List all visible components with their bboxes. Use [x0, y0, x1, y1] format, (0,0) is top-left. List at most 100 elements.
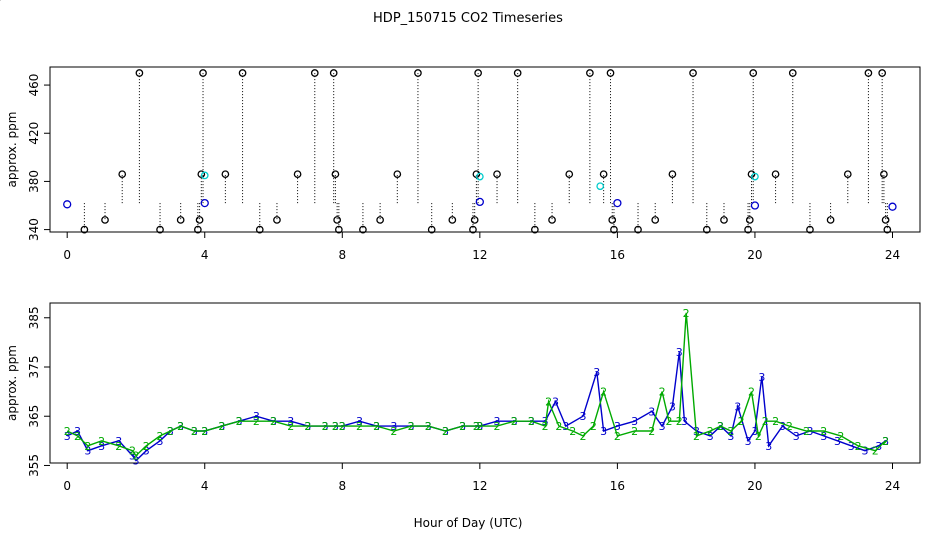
series-marker: 3: [98, 440, 105, 453]
data-point: [333, 216, 341, 224]
series-marker: 3: [734, 400, 741, 413]
data-point: [469, 225, 477, 234]
data-point: [376, 216, 384, 224]
series-marker: 2: [569, 425, 576, 438]
series-marker: 3: [580, 410, 587, 423]
series-marker: 3: [129, 450, 136, 463]
data-point: [634, 225, 642, 234]
series-marker: 3: [793, 430, 800, 443]
data-point: [771, 170, 780, 179]
series-marker: 3: [115, 435, 122, 448]
data-point: [843, 170, 852, 179]
y-tick-label: 385: [27, 306, 41, 329]
series-marker: 3: [779, 420, 786, 433]
series-marker: 2: [727, 425, 734, 438]
series-marker: 2: [270, 415, 277, 428]
data-point: [745, 216, 754, 224]
series-marker: 2: [542, 420, 549, 433]
series-marker: 3: [593, 366, 600, 379]
data-point: [63, 200, 72, 209]
series-marker: 2: [772, 415, 779, 428]
series-marker: 2: [236, 415, 243, 428]
series-marker: 2: [803, 425, 810, 438]
x-tick-label: 0: [63, 479, 71, 493]
series-marker: 2: [748, 386, 755, 399]
x-tick-label: 24: [885, 479, 900, 493]
x-tick-label: 16: [610, 479, 625, 493]
series-marker: 3: [552, 395, 559, 408]
series-marker: 2: [614, 430, 621, 443]
series-line: [66, 312, 887, 457]
x-tick-label: 12: [472, 479, 487, 493]
series-marker: 3: [751, 425, 758, 438]
series-marker: 2: [590, 420, 597, 433]
series-marker: 2: [631, 425, 638, 438]
series-marker: 2: [191, 425, 198, 438]
series-marker: 2: [143, 440, 150, 453]
series-marker: 2: [442, 425, 449, 438]
series-marker: 2: [390, 425, 397, 438]
data-point: [513, 69, 522, 77]
series-marker: 3: [74, 425, 81, 438]
series-marker: 3: [765, 440, 772, 453]
series-marker: 2: [373, 420, 380, 433]
data-point: [135, 69, 144, 77]
data-point: [474, 69, 482, 77]
data-point: [475, 172, 484, 181]
data-point: [689, 69, 697, 77]
data-point: [200, 198, 209, 208]
data-point: [565, 170, 574, 179]
data-point: [118, 170, 127, 179]
series-marker: 3: [600, 425, 607, 438]
data-point: [101, 216, 109, 224]
data-point: [864, 69, 873, 77]
series-marker: 2: [665, 415, 672, 428]
y-tick-label: 365: [27, 405, 41, 428]
series-marker: 3: [820, 430, 827, 443]
data-point: [750, 201, 760, 210]
series-marker: 2: [545, 395, 552, 408]
data-point: [221, 170, 230, 179]
data-point: [475, 197, 484, 207]
series-marker: 2: [408, 420, 415, 433]
data-point: [878, 69, 887, 77]
series-marker: 2: [304, 420, 311, 433]
data-point: [606, 69, 615, 77]
series-marker: 2: [707, 425, 714, 438]
data-point: [651, 216, 660, 224]
series-marker: 2: [177, 420, 184, 433]
y-tick-label: 340: [27, 218, 41, 241]
data-point: [788, 69, 797, 77]
series-marker: 2: [820, 425, 827, 438]
data-point: [448, 216, 457, 224]
series-marker: 2: [167, 425, 174, 438]
series-marker: 3: [287, 415, 294, 428]
data-point: [194, 225, 202, 234]
series-marker: 2: [693, 430, 700, 443]
series-marker: 2: [476, 420, 483, 433]
series-marker: 2: [98, 435, 105, 448]
series-marker: 3: [356, 415, 363, 428]
data-point: [888, 202, 897, 211]
x-tick-label: 4: [201, 248, 209, 262]
data-point: [720, 216, 728, 224]
data-point: [586, 69, 594, 77]
data-point: [883, 225, 892, 234]
series-marker: 2: [600, 386, 607, 399]
data-point: [881, 216, 890, 224]
y-tick-label: 355: [27, 454, 41, 477]
y-axis-label: approx. ppm: [5, 345, 19, 421]
series-marker: 3: [562, 420, 569, 433]
y-tick-label: 420: [27, 122, 41, 145]
series-marker: 2: [425, 420, 432, 433]
plot-frame: [49, 302, 921, 464]
x-tick-label: 8: [338, 248, 346, 262]
series-marker: 2: [511, 415, 518, 428]
y-tick-label: 380: [27, 170, 41, 193]
series-marker: 2: [837, 430, 844, 443]
data-point: [751, 172, 759, 181]
data-point: [331, 170, 340, 179]
data-point: [702, 225, 711, 234]
series-marker: 3: [132, 455, 139, 468]
series-marker: 2: [287, 420, 294, 433]
